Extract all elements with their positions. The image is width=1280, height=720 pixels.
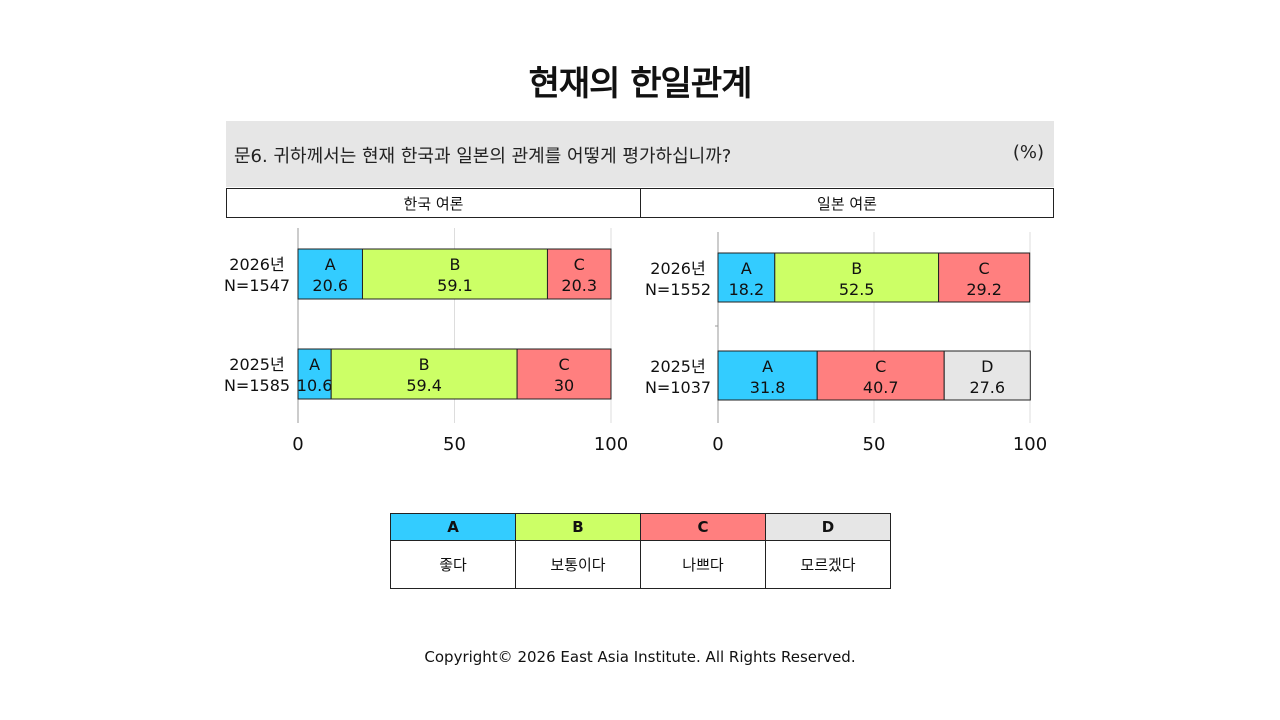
legend-table: A B C D 좋다 보통이다 나쁘다 모르겠다 <box>390 513 891 589</box>
legend-label-b: 보통이다 <box>515 540 641 589</box>
row-n-label: N=1585 <box>224 376 290 395</box>
page-title: 현재의 한일관계 <box>528 64 753 104</box>
legend-code-d: D <box>765 513 891 541</box>
row-n-label: N=1037 <box>645 378 711 397</box>
row-n-label: N=1552 <box>645 280 711 299</box>
bar-code-label: A <box>741 259 752 278</box>
bar-segment <box>361 248 548 300</box>
x-tick-label: 0 <box>712 434 723 455</box>
bar-segment <box>938 252 1031 303</box>
row-year-label: 2026년 <box>229 255 284 274</box>
data-label: 59.1 <box>437 276 473 295</box>
data-label: 20.3 <box>561 276 597 295</box>
legend-code-b: B <box>515 513 641 541</box>
x-tick-label: 100 <box>1013 434 1047 455</box>
data-label: 10.6 <box>297 376 333 395</box>
unit-label: (%) <box>1012 142 1044 163</box>
bar-segment <box>816 350 945 401</box>
data-label: 18.2 <box>729 280 765 299</box>
copyright: Copyright© 2026 East Asia Institute. All… <box>424 648 856 666</box>
bar-code-label: C <box>979 259 990 278</box>
row-year-label: 2026년 <box>650 259 705 278</box>
data-label: 40.7 <box>863 378 899 397</box>
x-tick-label: 100 <box>594 434 628 455</box>
bar-segment <box>546 248 612 300</box>
bar-code-label: A <box>325 255 336 274</box>
legend-label-c: 나쁘다 <box>640 540 766 589</box>
bar-code-label: A <box>309 355 320 374</box>
bar-code-label: C <box>558 355 569 374</box>
data-label: 30 <box>554 376 574 395</box>
bar-segment <box>516 348 612 400</box>
data-label: 20.6 <box>312 276 348 295</box>
x-tick-label: 50 <box>443 434 466 455</box>
legend-code-a: A <box>390 513 516 541</box>
question-bar: 문6. 귀하께서는 현재 한국과 일본의 관계를 어떻게 평가하십니까? (%) <box>226 121 1054 187</box>
question-text: 문6. 귀하께서는 현재 한국과 일본의 관계를 어떻게 평가하십니까? <box>234 146 732 167</box>
bar-code-label: A <box>762 357 773 376</box>
bar-code-label: C <box>574 255 585 274</box>
x-tick-label: 50 <box>863 434 886 455</box>
row-n-label: N=1547 <box>224 276 290 295</box>
x-tick-label: 0 <box>292 434 303 455</box>
bar-code-label: D <box>981 357 993 376</box>
legend-label-a: 좋다 <box>390 540 516 589</box>
bar-code-label: B <box>419 355 430 374</box>
data-label: 59.4 <box>406 376 442 395</box>
bar-segment <box>330 348 518 400</box>
legend-code-c: C <box>640 513 766 541</box>
bar-code-label: B <box>449 255 460 274</box>
bar-code-label: C <box>875 357 886 376</box>
panel-header-japan: 일본 여론 <box>640 188 1054 218</box>
row-year-label: 2025년 <box>229 355 284 374</box>
bar-segment <box>943 350 1031 401</box>
data-label: 31.8 <box>750 378 786 397</box>
bar-code-label: B <box>851 259 862 278</box>
legend-label-d: 모르겠다 <box>765 540 891 589</box>
bar-segment <box>717 252 776 303</box>
data-label: 52.5 <box>839 280 875 299</box>
data-label: 29.2 <box>966 280 1002 299</box>
row-year-label: 2025년 <box>650 357 705 376</box>
data-label: 27.6 <box>969 378 1005 397</box>
